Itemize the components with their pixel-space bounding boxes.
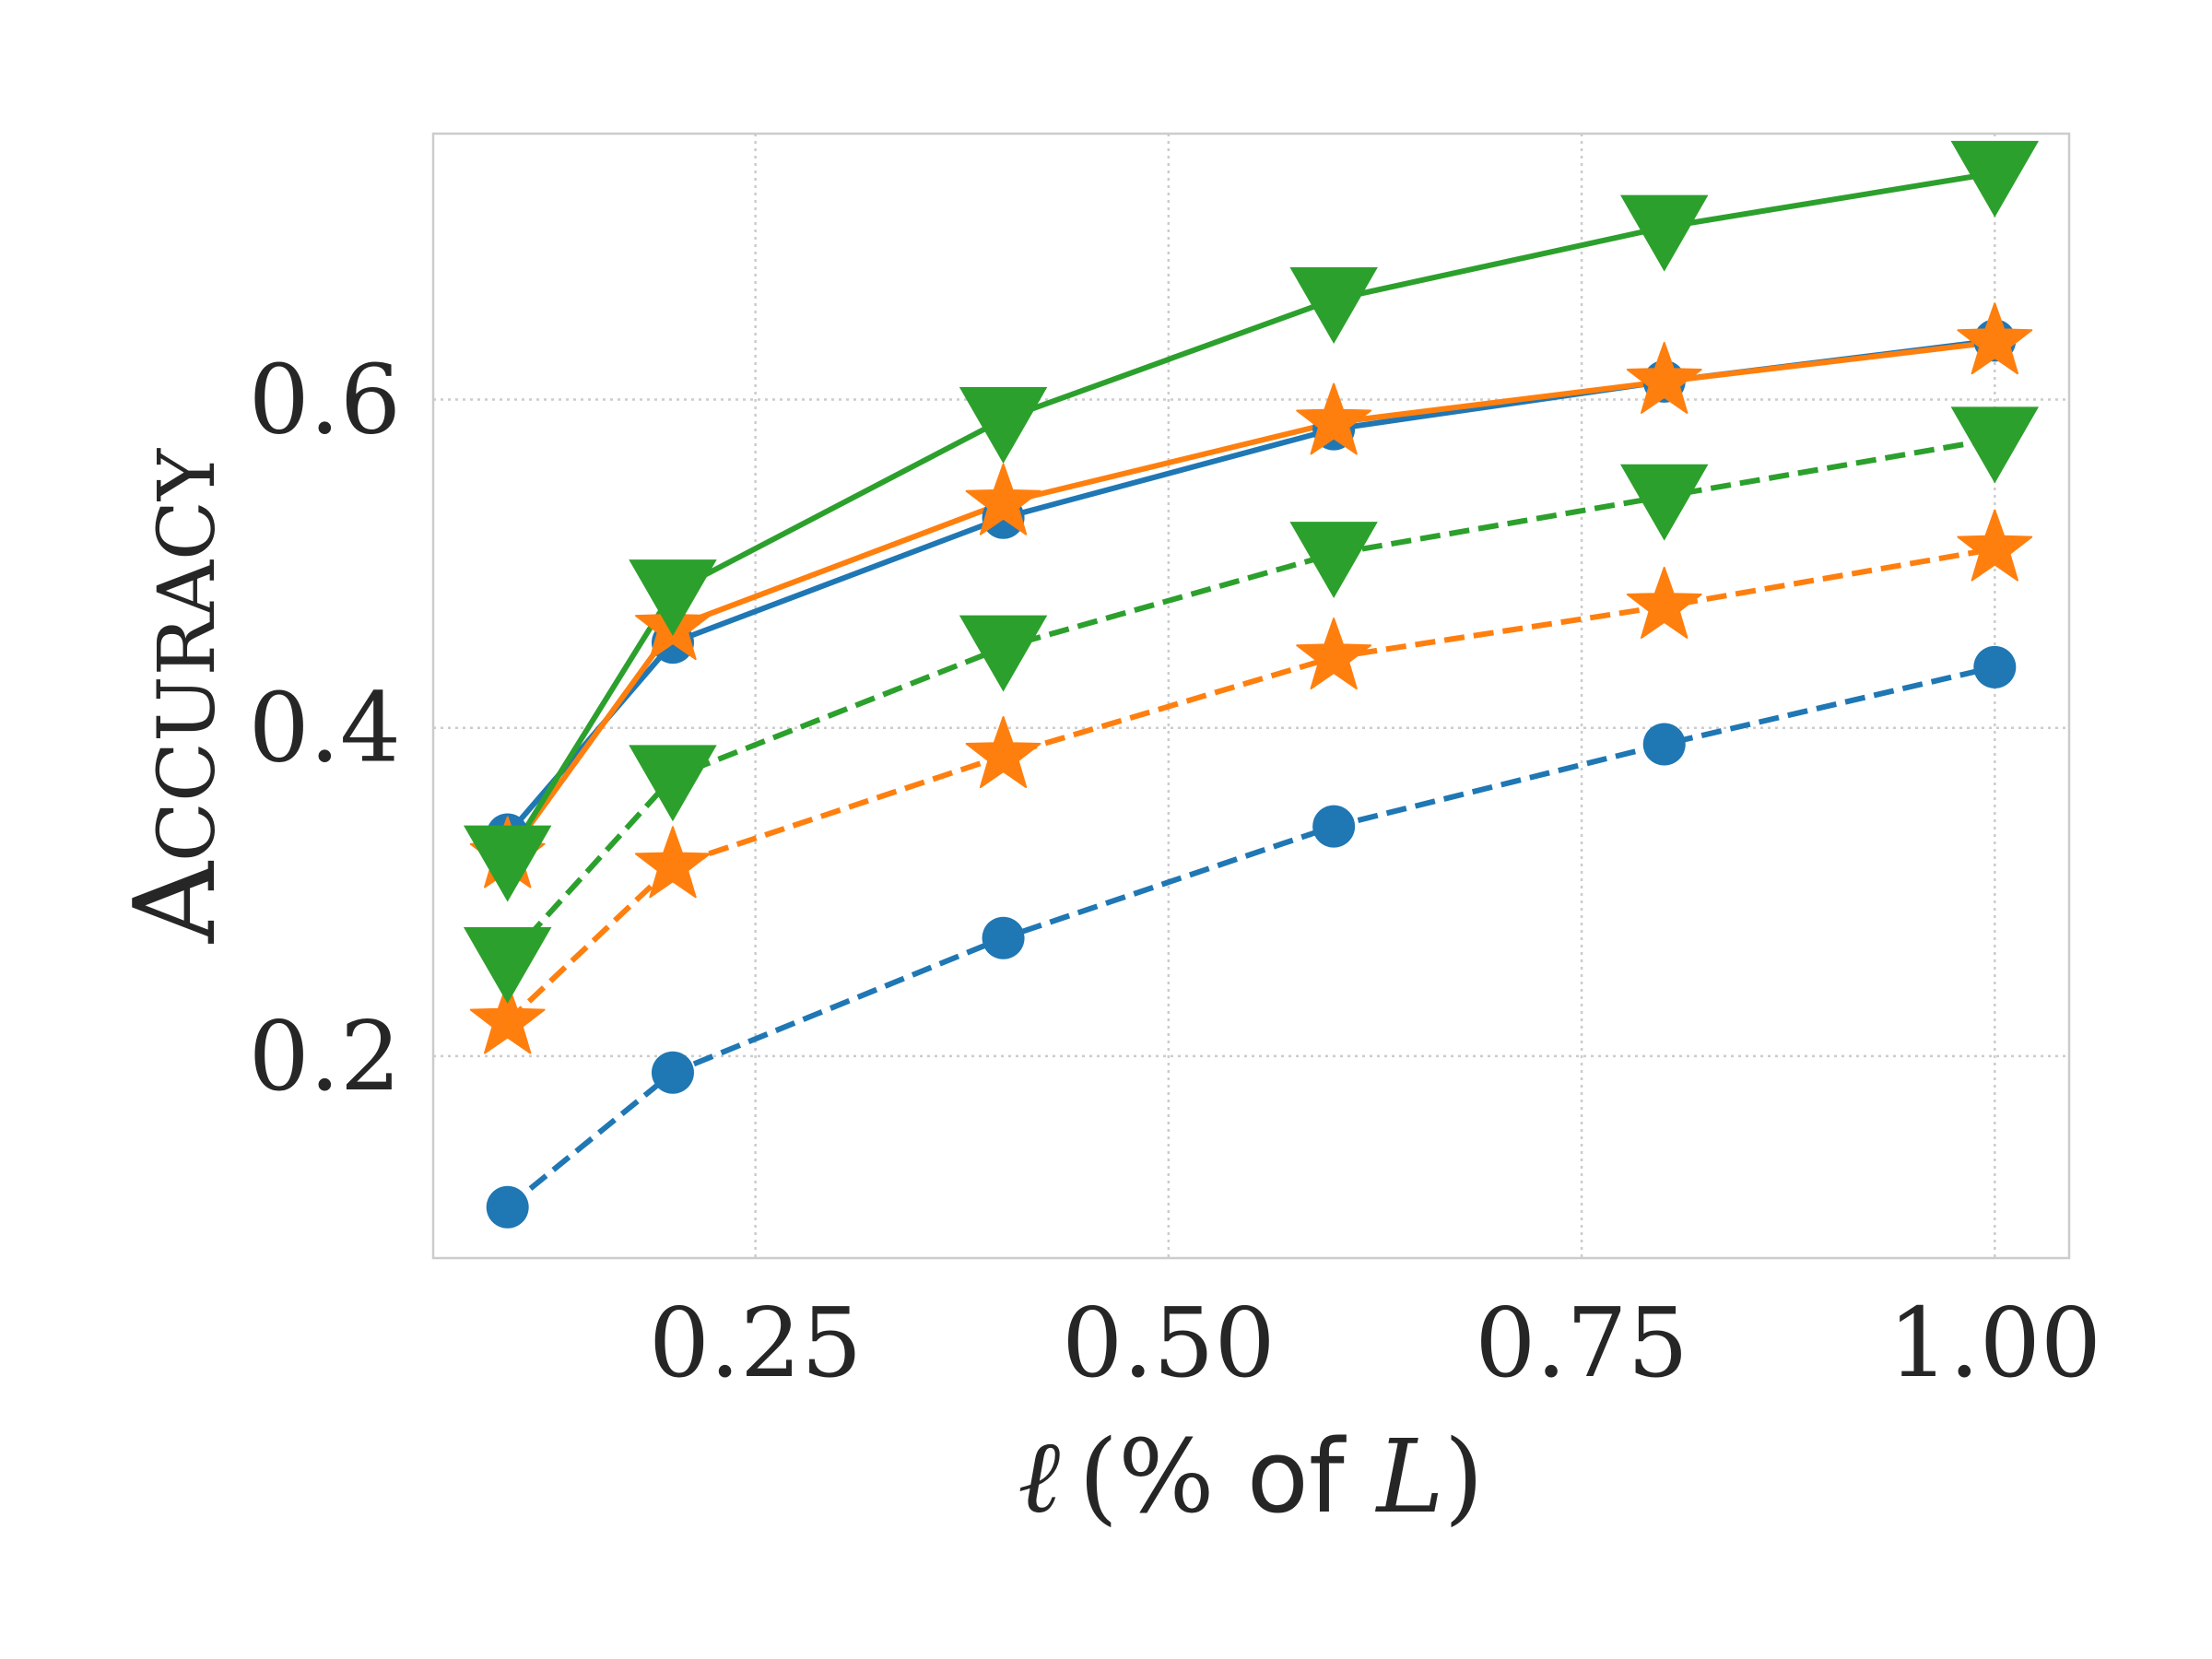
data-point-triangle [629, 745, 717, 822]
x-tick-label: 0.25 [649, 1287, 863, 1399]
data-point-triangle [1950, 140, 2040, 218]
data-point-star [1957, 302, 2033, 375]
x-axis-title: ℓ (% of L) [1018, 1418, 1483, 1535]
data-point-circle [651, 1051, 694, 1094]
x-axis-title-var: L [1375, 1418, 1444, 1535]
data-point-star [1296, 618, 1372, 690]
x-axis-title-of: of [1215, 1418, 1377, 1535]
tick-labels: 0.25 0.50 0.75 1.00 0.2 0.4 0.6 [249, 344, 2102, 1399]
data-point-star [635, 826, 711, 899]
data-point-triangle [1620, 464, 1709, 541]
y-tick-label: 0.6 [249, 344, 401, 456]
x-axis-title-pct: % [1118, 1418, 1215, 1535]
y-axis-title: Accuracy [110, 448, 241, 944]
data-point-star [1957, 509, 2033, 582]
data-point-triangle [959, 615, 1048, 692]
plot-frame [431, 132, 2071, 1260]
series-line-orange-solid [505, 339, 1995, 858]
data-point-star [1626, 566, 1702, 639]
grid-lines [433, 134, 2069, 1258]
data-point-star [469, 982, 546, 1054]
series-line-green-dashed [505, 436, 1995, 961]
x-axis-title-symbol: ℓ [1018, 1418, 1060, 1535]
data-point-triangle [463, 825, 552, 902]
data-point-circle [982, 916, 1025, 959]
data-point-circle [1642, 723, 1686, 766]
x-axis-title-close: ) [1444, 1418, 1484, 1535]
data-point-triangle [1950, 406, 2040, 484]
y-tick-label: 0.4 [249, 672, 401, 784]
data-point-star [965, 463, 1041, 535]
x-tick-label: 0.75 [1475, 1287, 1688, 1399]
data-point-circle [1973, 645, 2017, 688]
series-lines [505, 170, 1995, 1210]
series-markers [463, 140, 2040, 1229]
data-point-triangle [629, 559, 717, 636]
data-point-triangle [959, 387, 1048, 464]
data-point-star [1296, 382, 1372, 455]
x-axis-title-open: ( [1078, 1418, 1118, 1535]
data-point-triangle [1289, 267, 1378, 344]
y-tick-label: 0.2 [249, 1000, 401, 1112]
data-point-star [965, 716, 1041, 788]
data-point-triangle [1620, 194, 1709, 272]
x-tick-label: 0.50 [1062, 1287, 1276, 1399]
data-point-star [1626, 341, 1702, 414]
data-point-triangle [1289, 522, 1378, 599]
data-point-triangle [463, 927, 552, 1004]
series-line-green-solid [505, 170, 1995, 859]
series-line-orange-dashed [505, 546, 1995, 1024]
series-line-blue-dashed [505, 664, 1995, 1210]
x-tick-label: 1.00 [1888, 1287, 2102, 1399]
data-point-circle [486, 1185, 529, 1229]
data-point-circle [1312, 805, 1356, 848]
